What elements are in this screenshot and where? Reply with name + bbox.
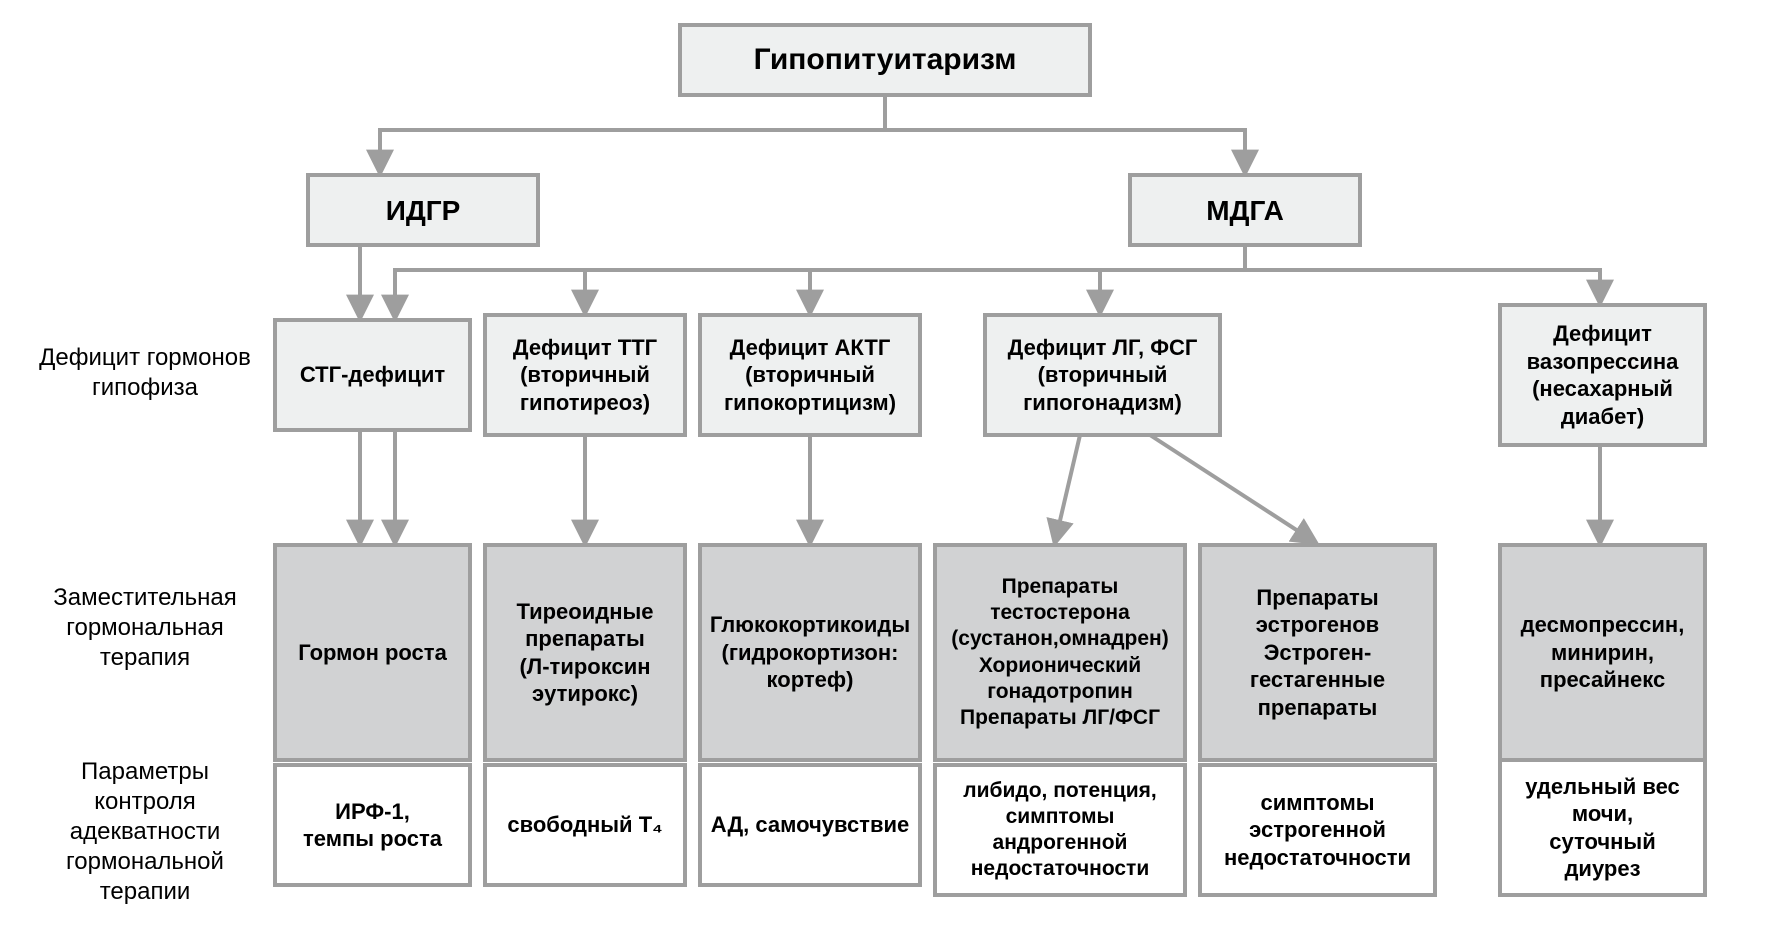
node-p1: ИРФ-1,темпы роста — [275, 765, 470, 885]
edge-0 — [380, 95, 885, 172]
edge-3 — [395, 245, 1245, 317]
node-label-t1: Гормон роста — [275, 545, 470, 760]
edge-7 — [1245, 270, 1600, 302]
node-label-t4a: Препаратытестостерона(сустанон,омнадрен)… — [935, 545, 1185, 760]
node-label-t3: Глюкокортикоиды(гидрокортизон:кортеф) — [700, 545, 920, 760]
row-label-rl3: Параметры контроляадекватностигормональн… — [30, 750, 260, 914]
node-t3: Глюкокортикоиды(гидрокортизон:кортеф) — [700, 545, 920, 760]
node-label-d1: СТГ-дефицит — [275, 320, 470, 430]
node-idgr: ИДГР — [308, 175, 538, 245]
flowchart-root: Дефицит гормоновгипофиза Заместительнаяго… — [0, 0, 1770, 927]
node-label-root: Гипопитуитаризм — [680, 25, 1090, 95]
node-t2: Тиреоидныепрепараты(Л-тироксинэутирокс) — [485, 545, 685, 760]
node-label-p4b: симптомыэстрогеннойнедостаточности — [1200, 765, 1435, 895]
edge-14 — [1150, 435, 1315, 542]
node-label-p1: ИРФ-1,темпы роста — [275, 765, 470, 885]
node-t4b: ПрепаратыэстрогеновЭстроген-гестагенныеп… — [1200, 545, 1435, 760]
node-label-t4b: ПрепаратыэстрогеновЭстроген-гестагенныеп… — [1200, 545, 1435, 760]
node-t5: десмопрессин,минирин,пресайнекс — [1500, 545, 1705, 760]
node-d5: Дефицитвазопрессина(несахарныйдиабет) — [1500, 305, 1705, 445]
node-label-p3: АД, самочувствие — [700, 765, 920, 885]
node-label-p2: свободный Т₄ — [485, 765, 685, 885]
node-p2: свободный Т₄ — [485, 765, 685, 885]
node-label-d5: Дефицитвазопрессина(несахарныйдиабет) — [1500, 305, 1705, 445]
node-label-d4: Дефицит ЛГ, ФСГ(вторичныйгипогонадизм) — [985, 315, 1220, 435]
node-t4a: Препаратытестостерона(сустанон,омнадрен)… — [935, 545, 1185, 760]
node-label-mdga: МДГА — [1130, 175, 1360, 245]
node-d4: Дефицит ЛГ, ФСГ(вторичныйгипогонадизм) — [985, 315, 1220, 435]
row-label-rl2: Заместительнаягормональнаятерапия — [30, 565, 260, 690]
node-p4b: симптомыэстрогеннойнедостаточности — [1200, 765, 1435, 895]
node-label-d3: Дефицит АКТГ(вторичныйгипокортицизм) — [700, 315, 920, 435]
node-root: Гипопитуитаризм — [680, 25, 1090, 95]
node-label-idgr: ИДГР — [308, 175, 538, 245]
node-p3: АД, самочувствие — [700, 765, 920, 885]
row-label-rl1: Дефицит гормоновгипофиза — [30, 330, 260, 417]
node-label-p4a: либидо, потенция,симптомыандрогеннойнедо… — [935, 765, 1185, 895]
node-d3: Дефицит АКТГ(вторичныйгипокортицизм) — [700, 315, 920, 435]
node-mdga: МДГА — [1130, 175, 1360, 245]
node-label-t5: десмопрессин,минирин,пресайнекс — [1500, 545, 1705, 760]
node-label-p5: удельный весмочи,суточныйдиурез — [1500, 760, 1705, 895]
edge-1 — [885, 95, 1245, 172]
node-p5: удельный весмочи,суточныйдиурез — [1500, 760, 1705, 895]
node-d2: Дефицит ТТГ(вторичныйгипотиреоз) — [485, 315, 685, 435]
node-p4a: либидо, потенция,симптомыандрогеннойнедо… — [935, 765, 1185, 895]
node-label-t2: Тиреоидныепрепараты(Л-тироксинэутирокс) — [485, 545, 685, 760]
flowchart-svg: Дефицит гормоновгипофиза Заместительнаяго… — [0, 0, 1770, 927]
edge-13 — [1055, 435, 1080, 542]
node-t1: Гормон роста — [275, 545, 470, 760]
node-label-d2: Дефицит ТТГ(вторичныйгипотиреоз) — [485, 315, 685, 435]
node-d1: СТГ-дефицит — [275, 320, 470, 430]
